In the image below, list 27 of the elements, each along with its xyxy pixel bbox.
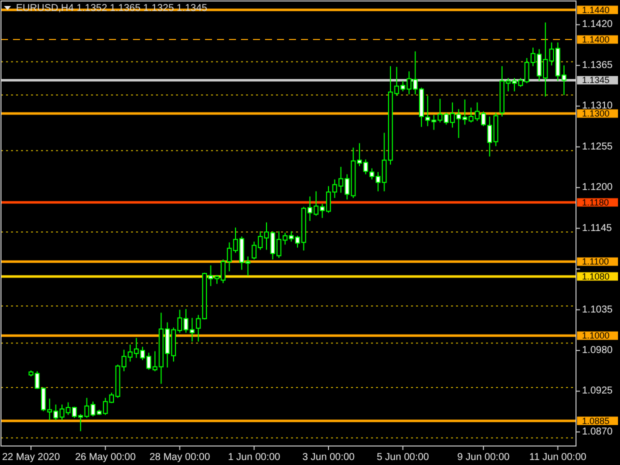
x-tick-label: 1 Jun 00:00: [228, 452, 281, 463]
y-tick-label: 1.0925: [582, 386, 614, 397]
ref-line-label: 1.1400: [582, 34, 610, 44]
ref-line-label: 1.1300: [582, 108, 610, 119]
x-tick-label: 26 May 00:00: [75, 452, 136, 463]
x-tick-label: 3 Jun 00:00: [302, 452, 356, 463]
ref-line-label: 1.1080: [582, 271, 610, 282]
y-tick-label: 1.0870: [582, 426, 614, 438]
ref-line-label: 1.1345: [582, 75, 610, 86]
y-tick-label: 1.1255: [582, 141, 614, 152]
ref-line-label: 1.1100: [582, 256, 609, 267]
y-tick-label: 1.1035: [582, 304, 614, 316]
y-tick-label: 1.1365: [582, 60, 614, 71]
ref-line-label: 1.0885: [582, 416, 610, 426]
ref-line-label: 1.1000: [582, 330, 610, 341]
x-tick-label: 9 Jun 00:00: [457, 452, 510, 463]
y-tick-label: 1.0980: [582, 344, 614, 356]
ref-line-label: 1.1180: [582, 197, 609, 208]
chart-title: EURUSD,H4 1.1352 1.1365 1.1325 1.1345: [16, 3, 208, 14]
x-tick-label: 11 Jun 00:00: [529, 452, 587, 463]
y-tick-label: 1.1200: [582, 182, 614, 194]
x-tick-label: 28 May 00:00: [149, 452, 210, 463]
x-tick-label: 5 Jun 00:00: [376, 452, 430, 463]
y-tick-label: 1.1420: [582, 19, 614, 30]
y-tick-label: 1.1145: [582, 222, 612, 234]
x-tick-label: 22 May 2020: [2, 452, 60, 463]
ref-line-label: 1.1440: [582, 4, 610, 15]
